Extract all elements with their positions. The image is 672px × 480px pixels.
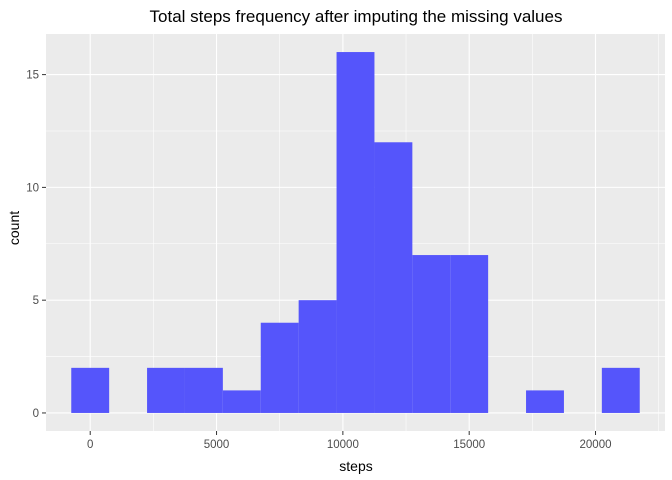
y-tick-label: 0 [33, 408, 39, 420]
x-tick-label: 5000 [204, 439, 230, 451]
x-tick-label: 15000 [453, 439, 485, 451]
histogram-bar [222, 390, 261, 413]
histogram-bar [336, 52, 375, 413]
y-axis-title: count [6, 211, 22, 245]
bars [71, 52, 640, 413]
y-tick-label: 10 [26, 182, 39, 194]
histogram-bar [412, 255, 451, 413]
x-tick-label: 10000 [327, 439, 359, 451]
histogram-bar [147, 367, 185, 413]
y-axis: 0 5 10 15 [26, 70, 46, 420]
x-axis-title: steps [339, 458, 372, 474]
histogram-bar [450, 255, 489, 413]
histogram-bar [601, 367, 640, 413]
x-tick-label: 20000 [580, 439, 612, 451]
y-tick-label: 15 [26, 70, 39, 82]
x-axis: 0 5000 10000 15000 20000 [87, 431, 612, 451]
histogram-bar [374, 142, 413, 413]
histogram-bar [184, 367, 223, 413]
histogram-bar [71, 367, 110, 413]
y-tick-label: 5 [33, 295, 39, 307]
x-tick-label: 0 [87, 439, 93, 451]
histogram-bar [298, 300, 337, 413]
histogram-bar [260, 322, 299, 413]
chart-title: Total steps frequency after imputing the… [150, 7, 563, 26]
histogram-bar [526, 390, 564, 413]
